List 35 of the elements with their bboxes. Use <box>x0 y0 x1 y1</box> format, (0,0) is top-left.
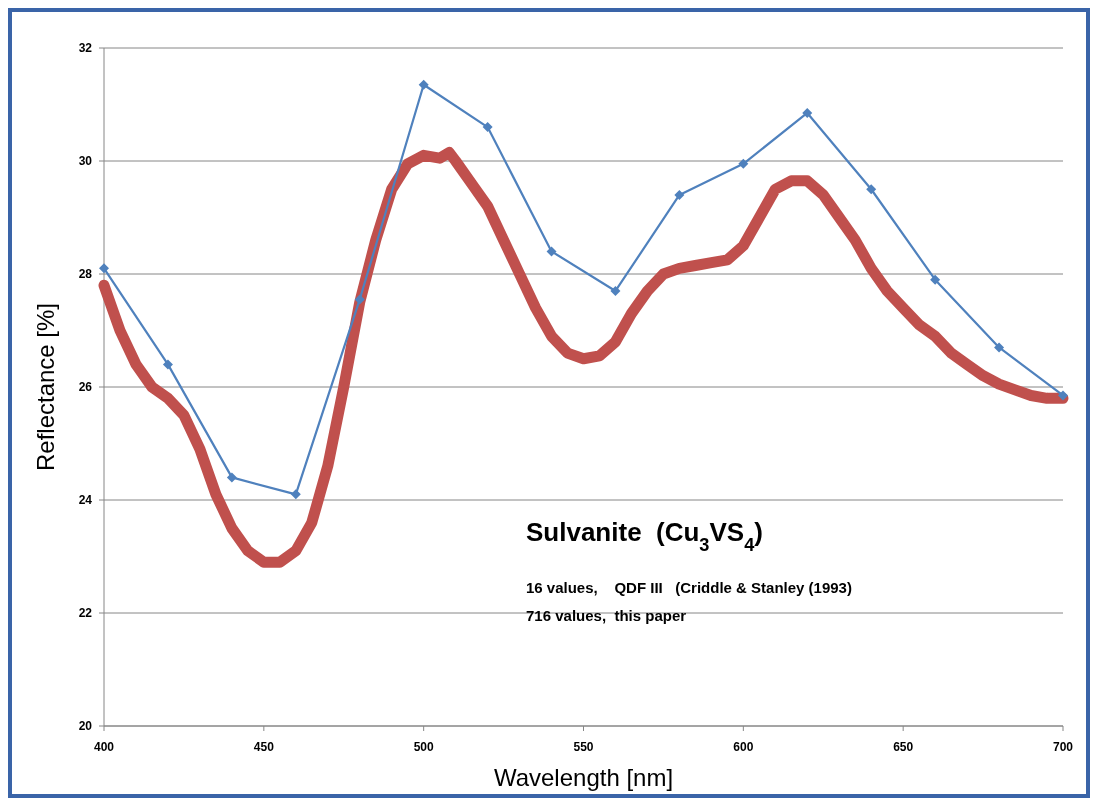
point <box>930 274 941 285</box>
point <box>738 158 749 169</box>
point <box>290 489 301 500</box>
x-tick-label: 600 <box>733 740 754 754</box>
point <box>994 342 1005 353</box>
y-tick-label: 32 <box>78 41 93 55</box>
y-tick-label: 30 <box>78 154 93 168</box>
x-tick-label: 700 <box>1052 740 1074 754</box>
y-tick-label: 24 <box>78 493 93 507</box>
point <box>482 122 493 133</box>
annotation: 716 values, this paper <box>526 607 687 624</box>
point <box>162 359 173 370</box>
point <box>226 472 237 483</box>
point <box>1058 390 1068 401</box>
point <box>866 184 877 195</box>
x-tick-label: 650 <box>893 740 914 754</box>
annotation: Sulvanite (Cu$_{3}$VS$_{4}$) <box>526 517 763 555</box>
point <box>610 285 621 296</box>
x-tick-label: 450 <box>253 740 275 754</box>
point <box>418 79 429 90</box>
point <box>354 294 365 305</box>
annotation: 16 values, QDF III (Criddle & Stanley (1993) <box>526 579 852 596</box>
x-axis-title: Wavelength [nm] <box>493 764 674 791</box>
y-tick-label: 22 <box>78 606 93 620</box>
x-tick-label: 550 <box>573 740 594 754</box>
y-tick-label: 28 <box>78 267 93 281</box>
point <box>674 189 685 200</box>
x-tick-label: 400 <box>93 740 115 754</box>
point <box>546 246 557 257</box>
y-axis-title: Reflectance [%] <box>32 302 59 472</box>
y-tick-label: 20 <box>78 719 93 733</box>
x-tick-label: 500 <box>413 740 434 754</box>
point <box>99 263 109 274</box>
y-tick-label: 26 <box>78 380 93 394</box>
point <box>802 107 813 118</box>
